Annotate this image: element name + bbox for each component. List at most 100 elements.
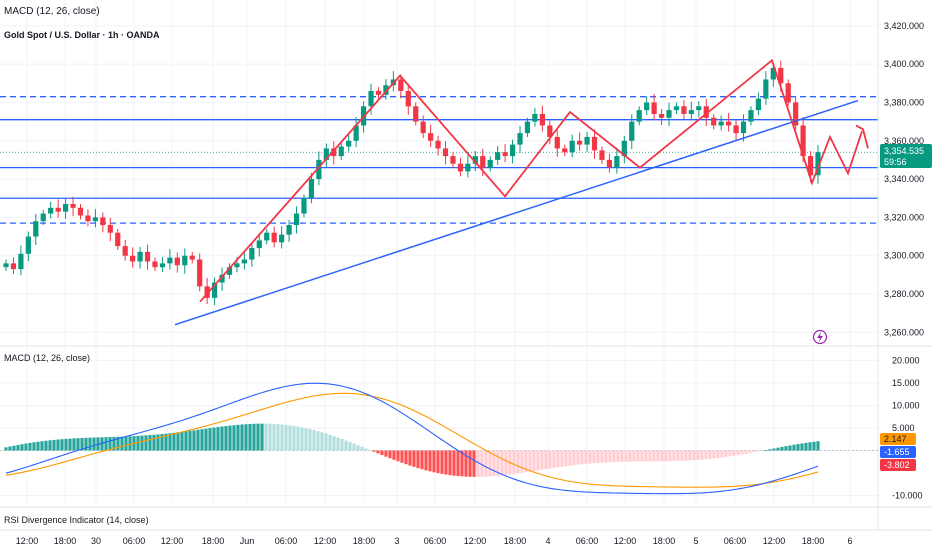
candle-body: [338, 146, 344, 157]
time-tick-label: 06:00: [275, 536, 298, 546]
macd-histogram-bar: [80, 437, 84, 451]
time-tick-label: Jun: [240, 536, 255, 546]
macd-histogram-bar: [376, 450, 380, 454]
macd-histogram-bar: [776, 447, 780, 451]
macd-panel: [4, 382, 820, 495]
histogram-badge: -1.655: [880, 446, 916, 458]
candle-body: [144, 251, 151, 262]
macd-histogram-bar: [412, 450, 416, 467]
macd-histogram-bar: [756, 450, 760, 452]
macd-histogram-bar: [708, 450, 712, 459]
price-pattern-line[interactable]: [199, 58, 863, 303]
macd-histogram-bar: [120, 436, 124, 451]
macd-histogram-bar: [632, 450, 636, 462]
price-tick-label: 3,320.000: [884, 212, 924, 222]
candle-body: [234, 263, 240, 268]
ascending-trend-line[interactable]: [174, 99, 859, 326]
candle-body: [539, 113, 545, 126]
macd-histogram-bar: [744, 450, 748, 454]
macd-histogram-bar: [736, 450, 740, 456]
macd-histogram-bar: [152, 434, 156, 451]
macd-histogram-bar: [428, 450, 432, 472]
macd-histogram-bar: [340, 438, 344, 451]
macd-histogram-bar: [156, 434, 160, 451]
macd-histogram-bar: [656, 450, 660, 462]
macd-histogram-bar: [92, 437, 96, 451]
macd-label[interactable]: MACD (12, 26, close): [4, 353, 90, 363]
time-axis[interactable]: 12:00 18:00 30 06:00 12:00 18:00 Jun 06:00 12:00…: [16, 536, 853, 546]
macd-histogram-bar: [204, 428, 208, 451]
macd-histogram-bar: [560, 450, 564, 467]
macd-histogram-bar: [24, 443, 28, 451]
candle-body: [532, 113, 538, 122]
candle-body: [18, 253, 24, 270]
candle-body: [226, 267, 233, 275]
candle-body: [740, 121, 747, 134]
candle-body: [249, 248, 255, 260]
time-tick-label: 18:00: [653, 536, 676, 546]
macd-histogram-bar: [84, 437, 88, 451]
symbol-title[interactable]: Gold Spot / U.S. Dollar · 1h · OANDA: [4, 30, 160, 40]
macd-histogram-bar: [52, 439, 56, 451]
macd-histogram-bar: [548, 450, 552, 469]
macd-histogram-bar: [248, 423, 252, 451]
macd-histogram-bar: [68, 438, 72, 451]
macd-histogram-bar: [164, 433, 168, 451]
candle-body: [383, 85, 389, 95]
macd-histogram-bar: [336, 437, 340, 451]
projection-arrowhead[interactable]: [855, 124, 869, 149]
macd-histogram-bar: [580, 450, 584, 465]
chart-drawings[interactable]: [174, 58, 869, 326]
macd-histogram-bar: [296, 426, 300, 451]
macd-histogram-bar: [20, 444, 24, 451]
macd-histogram-bar: [304, 428, 308, 451]
candle-body: [658, 113, 665, 118]
macd-histogram-bar: [796, 444, 800, 451]
macd-histogram-bar: [244, 424, 248, 451]
time-tick-label: 18:00: [54, 536, 77, 546]
candle-body: [562, 148, 568, 153]
macd-histogram-bar: [728, 450, 732, 457]
price-axis[interactable]: 3,420.000 3,400.000 3,380.000 3,360.000 3,34…: [884, 21, 924, 338]
macd-histogram-bar: [196, 429, 200, 451]
macd-histogram-bar: [200, 429, 204, 451]
candle-body: [10, 263, 17, 270]
candle-body: [517, 133, 523, 145]
candle-body: [316, 159, 322, 180]
macd-histogram-bar: [564, 450, 568, 467]
candle-body: [137, 251, 143, 262]
candle-body: [495, 152, 501, 160]
horizontal-levels[interactable]: [0, 96, 878, 224]
candle-body: [256, 240, 262, 249]
candle-body: [703, 106, 709, 118]
macd-histogram-bar: [276, 424, 280, 451]
top-indicator-label[interactable]: MACD (12, 26, close): [4, 6, 100, 17]
candle-body: [778, 67, 784, 84]
rsi-label[interactable]: RSI Divergence Indicator (14, close): [4, 515, 149, 525]
lightning-icon[interactable]: [812, 329, 828, 345]
candle-body: [509, 144, 516, 157]
candle-body: [405, 90, 411, 107]
macd-histogram-bar: [704, 450, 708, 460]
candle-body: [174, 257, 180, 266]
macd-histogram-bar: [316, 431, 320, 451]
candle-body: [308, 179, 315, 199]
current-price: 3,354.535: [884, 146, 924, 156]
macd-histogram-bar: [48, 440, 52, 451]
time-tick-label: 06:00: [724, 536, 747, 546]
candle-body: [3, 263, 9, 268]
macd-histogram-bar: [396, 450, 400, 462]
candle-body: [785, 83, 791, 103]
macd-histogram-bar: [8, 446, 12, 451]
time-tick-label: 18:00: [353, 536, 376, 546]
macd-histogram-bar: [676, 450, 680, 461]
macd-histogram-bar: [420, 450, 424, 470]
macd-histogram-bar: [308, 429, 312, 451]
macd-tick-label: 5.000: [892, 423, 915, 433]
macd-histogram-bar: [556, 450, 560, 468]
candle-body: [711, 117, 717, 126]
macd-histogram-bar: [552, 450, 556, 468]
price-tick-label: 3,380.000: [884, 97, 924, 107]
